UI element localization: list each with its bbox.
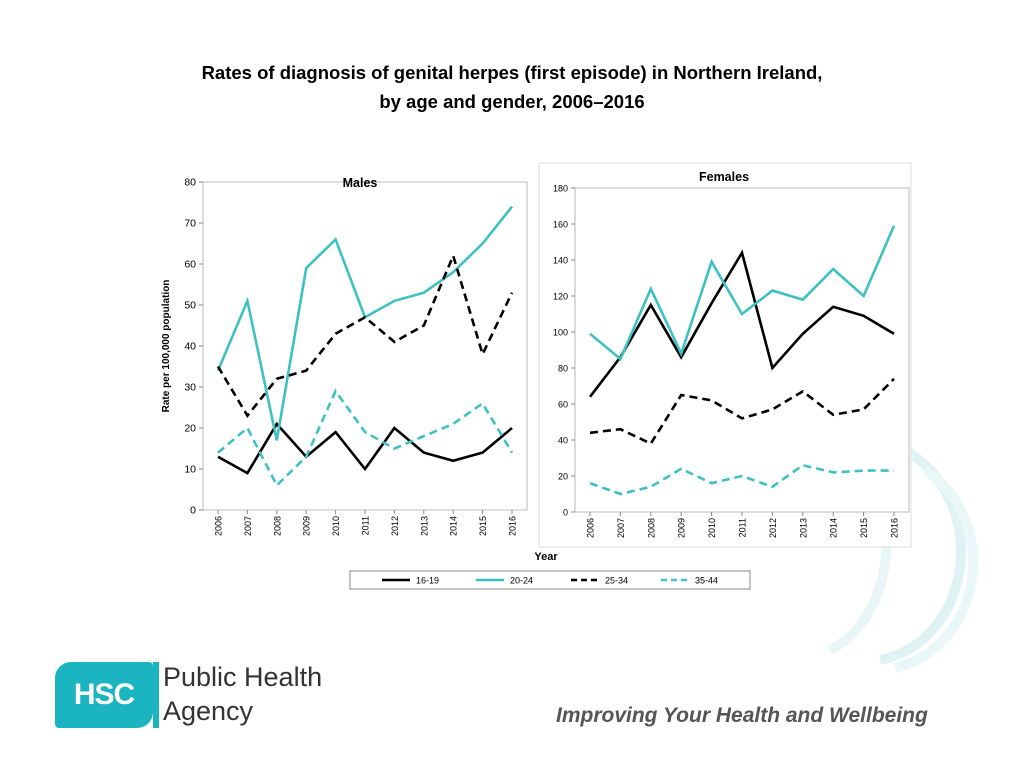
legend-box [349, 570, 751, 590]
series-line-25-34 [589, 377, 895, 446]
legend: 16-19 20-24 25-34 35-44 [382, 576, 718, 586]
y-tick-label: 30 [184, 382, 196, 394]
x-tick-label: 2013 [798, 518, 808, 538]
y-tick-label: 40 [184, 341, 196, 353]
tagline: Improving Your Health and Wellbeing [556, 704, 928, 727]
x-tick-label: 2015 [478, 516, 488, 536]
y-tick-label: 60 [558, 400, 568, 410]
y-tick-label: 80 [184, 177, 196, 189]
y-tick-label: 40 [558, 436, 568, 446]
x-tick-label: 2016 [890, 518, 900, 538]
x-tick-label: 2012 [768, 518, 778, 538]
x-tick-label: 2014 [829, 518, 839, 538]
females-chart: 0 20 40 60 80 100 120 140 160 180 2006 2007 2008 2009… [534, 170, 899, 563]
series-line-20-24 [589, 225, 896, 362]
y-tick-label: 140 [553, 256, 568, 266]
logo-line-2: Agency [163, 696, 254, 726]
title-line-2: by age and gender, 2006–2016 [379, 91, 645, 112]
x-axis-label: Year [534, 551, 558, 563]
series-line-16-19 [217, 421, 513, 475]
title-line-1: Rates of diagnosis of genital herpes (fi… [201, 62, 823, 83]
y-tick-label: 70 [184, 218, 196, 230]
logo-text: Public Health Agency [163, 660, 322, 728]
y-tick-label: 60 [184, 259, 196, 271]
y-tick-label: 100 [553, 328, 568, 338]
females-panel [538, 162, 912, 548]
x-tick-label: 2010 [331, 516, 341, 536]
x-tick-label: 2006 [214, 516, 224, 536]
y-tick-label: 120 [553, 292, 568, 302]
x-tick-label: 2011 [361, 516, 371, 535]
series-line-35-44 [217, 388, 514, 488]
males-plot-area [202, 181, 528, 511]
y-tick-label: 160 [553, 220, 568, 230]
series-line-35-44 [589, 463, 894, 496]
logo-line-1: Public Health [163, 662, 323, 692]
hsc-logo: HSC Public Health Agency [55, 658, 355, 738]
y-tick-label: 20 [184, 423, 196, 435]
x-tick-label: 2013 [419, 516, 429, 536]
x-tick-label: 2006 [586, 518, 596, 538]
chart-title: Females [699, 170, 749, 184]
series-line-16-19 [588, 249, 895, 398]
x-tick-label: 2015 [859, 518, 869, 538]
x-tick-label: 2007 [616, 518, 626, 538]
x-tick-label: 2009 [302, 516, 312, 536]
legend-label-16-19: 16-19 [416, 576, 439, 586]
y-tick-label: 0 [190, 505, 196, 517]
y-tick-label: 0 [563, 508, 568, 518]
x-tick-label: 2016 [508, 516, 518, 536]
x-tick-label: 2014 [449, 516, 459, 536]
legend-label-20-24: 20-24 [510, 576, 533, 586]
y-axis-label: Rate per 100,000 population [161, 280, 172, 413]
males-chart: 0 10 20 30 40 50 60 70 80 2006 2007 2008 2009 2010 201… [161, 176, 518, 536]
x-tick-label: 2008 [646, 518, 656, 538]
x-tick-label: 2009 [677, 518, 687, 538]
series-line-25-34 [216, 251, 514, 418]
legend-label-25-34: 25-34 [605, 576, 628, 586]
x-tick-label: 2010 [707, 518, 717, 538]
y-tick-label: 50 [184, 300, 196, 312]
y-tick-label: 180 [553, 184, 568, 194]
legend-label-35-44: 35-44 [695, 576, 718, 586]
y-tick-label: 10 [184, 464, 196, 476]
hsc-logo-bar [153, 662, 159, 728]
y-tick-label: 80 [558, 364, 568, 374]
x-tick-label: 2007 [243, 516, 253, 536]
slide-title: Rates of diagnosis of genital herpes (fi… [0, 58, 1024, 116]
x-tick-label: 2012 [390, 516, 400, 536]
x-tick-label: 2011 [738, 518, 748, 537]
hsc-logo-mark: HSC [55, 662, 153, 728]
chart-title: Males [343, 176, 378, 190]
x-tick-label: 2008 [272, 516, 282, 536]
y-tick-label: 20 [558, 472, 568, 482]
